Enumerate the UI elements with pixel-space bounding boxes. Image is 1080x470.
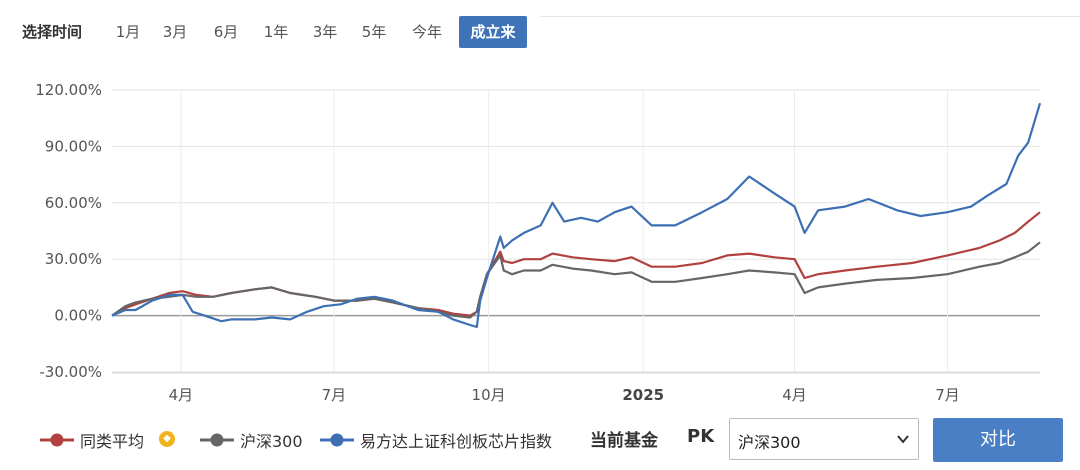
pk-label: PK [687,426,715,447]
x-tick-label: 10月 [472,386,506,404]
series-line-csi300 [111,241,1041,319]
x-tick-label: 7月 [322,386,347,404]
range-ytd-button[interactable]: 今年 [411,23,442,41]
legend-label-category-average: 同类平均 [80,432,145,451]
x-tick-label: 7月 [935,386,960,404]
premium-diamond-icon: ◆ [159,431,175,447]
series-line-fund [111,102,1042,328]
legend-marker-category-average [40,433,74,447]
x-tick-label: 4月 [782,386,807,404]
y-tick-label: 120.00% [35,81,102,99]
range-6m-button[interactable]: 6月 [213,23,239,41]
benchmark-select-value: 沪深300 [738,433,801,452]
performance-chart: 120.00% 90.00% 60.00% 30.00% 0.00% -30.00% 4月 7… [35,81,1042,404]
range-5y-button[interactable]: 5年 [361,23,387,41]
compare-button[interactable]: 对比 [933,418,1063,462]
legend-label-csi300: 沪深300 [240,432,303,451]
range-3y-button[interactable]: 3年 [312,23,338,41]
legend-item-csi300[interactable]: 沪深300 [200,428,340,451]
series-line-category-average [111,211,1041,317]
legend-marker-csi300 [200,433,234,447]
x-tick-label: 4月 [169,386,194,404]
legend-label-fund: 易方达上证科创板芯片指数 [360,432,553,451]
benchmark-select[interactable]: 沪深300 [729,418,919,460]
chevron-down-icon [897,435,909,444]
y-tick-label: 90.00% [45,137,102,155]
legend-item-fund[interactable]: 易方达上证科创板芯片指数 [320,428,600,451]
y-tick-label: -30.00% [39,363,102,381]
range-3m-button[interactable]: 3月 [162,23,188,41]
range-since-inception-button[interactable]: 成立来 [459,16,527,48]
current-fund-label: 当前基金 [590,431,658,451]
chart-legend: 同类平均 ◆ 沪深300 易方达上证科创板芯片指数 [40,420,740,460]
y-tick-label: 0.00% [54,307,102,325]
y-tick-label: 30.00% [45,250,102,268]
range-selector-label: 选择时间 [22,23,83,41]
range-1y-button[interactable]: 1年 [263,23,289,41]
legend-item-category-average[interactable]: 同类平均 ◆ [40,428,180,451]
range-1m-button[interactable]: 1月 [115,23,141,41]
top-divider [540,16,1080,17]
y-tick-label: 60.00% [45,194,102,212]
legend-marker-fund [320,433,354,447]
x-tick-label: 2025 [622,386,664,404]
range-selector: 选择时间 1月 3月 6月 1年 3年 5年 今年 成立来 [0,16,1080,48]
